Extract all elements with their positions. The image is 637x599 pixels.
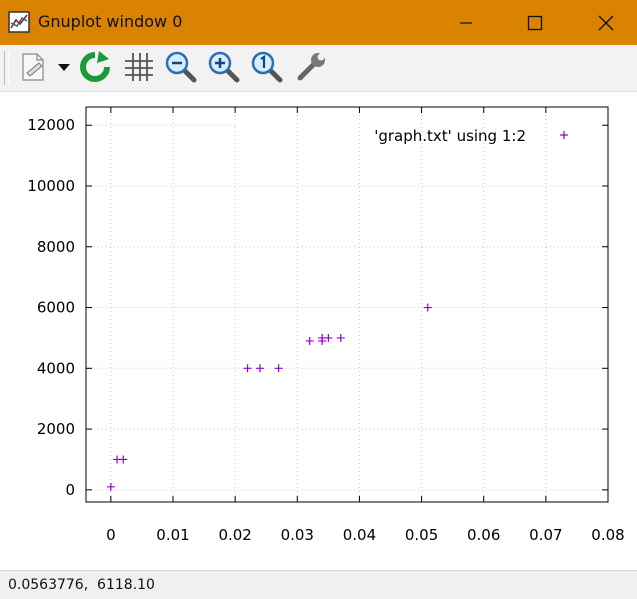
title-bar[interactable]: Gnuplot window 0 xyxy=(0,0,637,45)
maximize-icon xyxy=(527,15,543,30)
close-button[interactable] xyxy=(583,0,629,45)
plot-border xyxy=(85,106,609,503)
y-tick-label: 4000 xyxy=(37,359,75,377)
data-point xyxy=(274,364,283,373)
gnuplot-app-icon xyxy=(8,11,30,33)
x-tick-label: 0.02 xyxy=(218,526,251,544)
grid-icon xyxy=(125,53,153,81)
copy-options-dropdown[interactable] xyxy=(52,50,76,84)
replot-icon xyxy=(80,51,110,82)
data-point xyxy=(423,303,432,312)
scatter-plot[interactable]: 0 0.01 0.02 0.03 0.04 0.05 0.06 0.07 0.08 0 2000 40… xyxy=(0,92,637,569)
window-title: Gnuplot window 0 xyxy=(38,12,183,31)
unzoom-icon xyxy=(251,51,283,83)
data-point xyxy=(336,333,345,342)
options-wrench-icon xyxy=(297,53,325,81)
copy-to-clipboard-icon xyxy=(22,53,44,81)
y-tick-label: 8000 xyxy=(37,238,75,256)
data-point xyxy=(106,482,115,491)
data-point xyxy=(243,364,252,373)
zoom-out-button[interactable] xyxy=(164,50,198,84)
toggle-grid-button[interactable] xyxy=(122,50,156,84)
legend-label: 'graph.txt' using 1:2 xyxy=(374,127,526,145)
zoom-in-icon xyxy=(208,51,240,83)
x-tick-label: 0 xyxy=(106,526,116,544)
data-point xyxy=(324,333,333,342)
x-tick-label: 0.08 xyxy=(591,526,624,544)
zoom-in-button[interactable] xyxy=(207,50,241,84)
data-point xyxy=(119,455,128,464)
status-bar: 0.0563776, 6118.10 xyxy=(0,570,637,599)
toolbar xyxy=(0,45,637,92)
y-tick-label: 0 xyxy=(65,481,75,499)
x-tick-label: 0.06 xyxy=(467,526,500,544)
x-tick-label: 0.01 xyxy=(156,526,189,544)
y-tick-label: 10000 xyxy=(27,177,75,195)
close-icon xyxy=(598,15,614,30)
data-point xyxy=(256,364,264,373)
copy-to-clipboard-button[interactable] xyxy=(16,50,50,84)
maximize-button[interactable] xyxy=(512,0,558,45)
x-tick-label: 0.07 xyxy=(529,526,562,544)
minimize-button[interactable] xyxy=(443,0,489,45)
y-tick-label: 6000 xyxy=(37,299,75,317)
x-tick-label: 0.04 xyxy=(343,526,376,544)
toolbar-grip[interactable] xyxy=(4,51,9,85)
dropdown-arrow-icon xyxy=(58,64,70,71)
x-tick-label: 0.03 xyxy=(281,526,314,544)
plot-area[interactable]: 0 0.01 0.02 0.03 0.04 0.05 0.06 0.07 0.08 0 2000 40… xyxy=(0,92,637,569)
minimize-icon xyxy=(460,21,472,24)
mouse-coordinates-readout: 0.0563776, 6118.10 xyxy=(8,577,155,593)
data-point xyxy=(305,336,314,345)
y-tick-label: 2000 xyxy=(37,420,75,438)
options-button[interactable] xyxy=(294,50,328,84)
unzoom-button[interactable] xyxy=(250,50,284,84)
legend-marker xyxy=(560,131,568,139)
x-tick-label: 0.05 xyxy=(405,526,438,544)
y-tick-label: 12000 xyxy=(27,116,75,134)
replot-button[interactable] xyxy=(78,50,112,84)
zoom-out-icon xyxy=(165,51,197,83)
